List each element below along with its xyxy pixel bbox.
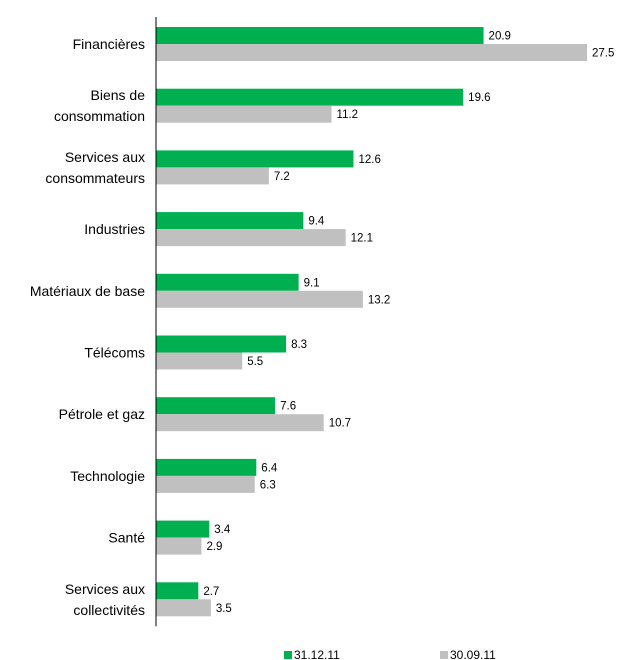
bar-series1-1 bbox=[156, 88, 464, 106]
category-label-6: Pétrole et gaz bbox=[59, 406, 145, 422]
category-label-3: Industries bbox=[84, 221, 145, 237]
value-label-series2-2: 7.2 bbox=[274, 171, 290, 183]
legend-label-series1: 31.12.11 bbox=[294, 648, 340, 660]
value-label-series2-4: 13.2 bbox=[368, 294, 390, 306]
value-label-series2-6: 10.7 bbox=[329, 418, 351, 430]
value-label-series2-8: 2.9 bbox=[206, 541, 222, 553]
bar-series2-8 bbox=[156, 537, 202, 555]
category-label-4: Matériaux de base bbox=[30, 283, 145, 299]
value-label-series2-9: 3.5 bbox=[216, 603, 232, 615]
bar-series2-4 bbox=[156, 290, 363, 308]
value-label-series2-1: 11.2 bbox=[337, 109, 359, 121]
legend-swatch-series1 bbox=[284, 651, 292, 659]
category-label-9-line1: collectivités bbox=[73, 602, 145, 618]
category-label-1-line0: Biens de bbox=[91, 87, 146, 103]
bar-series2-9 bbox=[156, 599, 211, 617]
bar-series1-3 bbox=[156, 212, 304, 230]
bar-series2-1 bbox=[156, 105, 332, 123]
bar-series2-3 bbox=[156, 229, 346, 247]
category-label-0: Financières bbox=[73, 36, 145, 52]
bar-series1-2 bbox=[156, 150, 354, 168]
bar-series2-2 bbox=[156, 167, 269, 185]
bar-series1-4 bbox=[156, 273, 299, 291]
category-label-9-line0: Services aux bbox=[65, 581, 145, 597]
category-label-5: Télécoms bbox=[84, 345, 145, 361]
bar-series1-9 bbox=[156, 582, 199, 600]
category-label-8: Santé bbox=[108, 530, 145, 546]
bar-series2-6 bbox=[156, 414, 324, 432]
value-label-series1-8: 3.4 bbox=[214, 524, 231, 536]
value-label-series1-4: 9.1 bbox=[304, 277, 320, 289]
category-label-2-line1: consommateurs bbox=[45, 170, 145, 186]
legend-label-series2: 30.09.11 bbox=[450, 648, 496, 660]
value-label-series1-2: 12.6 bbox=[358, 154, 380, 166]
value-label-series2-0: 27.5 bbox=[592, 48, 614, 60]
bar-series2-0 bbox=[156, 44, 587, 61]
value-label-series1-7: 6.4 bbox=[261, 462, 278, 474]
legend-swatch-series2 bbox=[440, 651, 448, 659]
bar-series1-7 bbox=[156, 458, 257, 476]
value-label-series1-6: 7.6 bbox=[280, 401, 296, 413]
value-label-series2-7: 6.3 bbox=[260, 479, 276, 491]
category-label-7: Technologie bbox=[70, 468, 145, 484]
bar-series1-5 bbox=[156, 335, 287, 353]
category-label-1-line1: consommation bbox=[54, 108, 145, 124]
value-label-series2-3: 12.1 bbox=[351, 233, 373, 245]
bar-series1-6 bbox=[156, 397, 276, 415]
value-label-series1-3: 9.4 bbox=[308, 216, 325, 228]
value-label-series1-5: 8.3 bbox=[291, 339, 307, 351]
bar-series1-8 bbox=[156, 520, 210, 538]
category-label-2-line0: Services aux bbox=[65, 149, 145, 165]
value-label-series1-0: 20.9 bbox=[489, 31, 511, 43]
bar-series2-5 bbox=[156, 352, 243, 370]
value-label-series1-9: 2.7 bbox=[203, 586, 219, 598]
bar-series2-7 bbox=[156, 475, 255, 493]
bar-series1-0 bbox=[156, 27, 484, 44]
value-label-series1-1: 19.6 bbox=[468, 92, 490, 104]
value-label-series2-5: 5.5 bbox=[247, 356, 263, 368]
